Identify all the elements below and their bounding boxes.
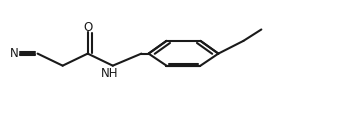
Text: O: O xyxy=(83,21,92,34)
Text: NH: NH xyxy=(101,66,118,80)
Text: N: N xyxy=(10,47,19,60)
